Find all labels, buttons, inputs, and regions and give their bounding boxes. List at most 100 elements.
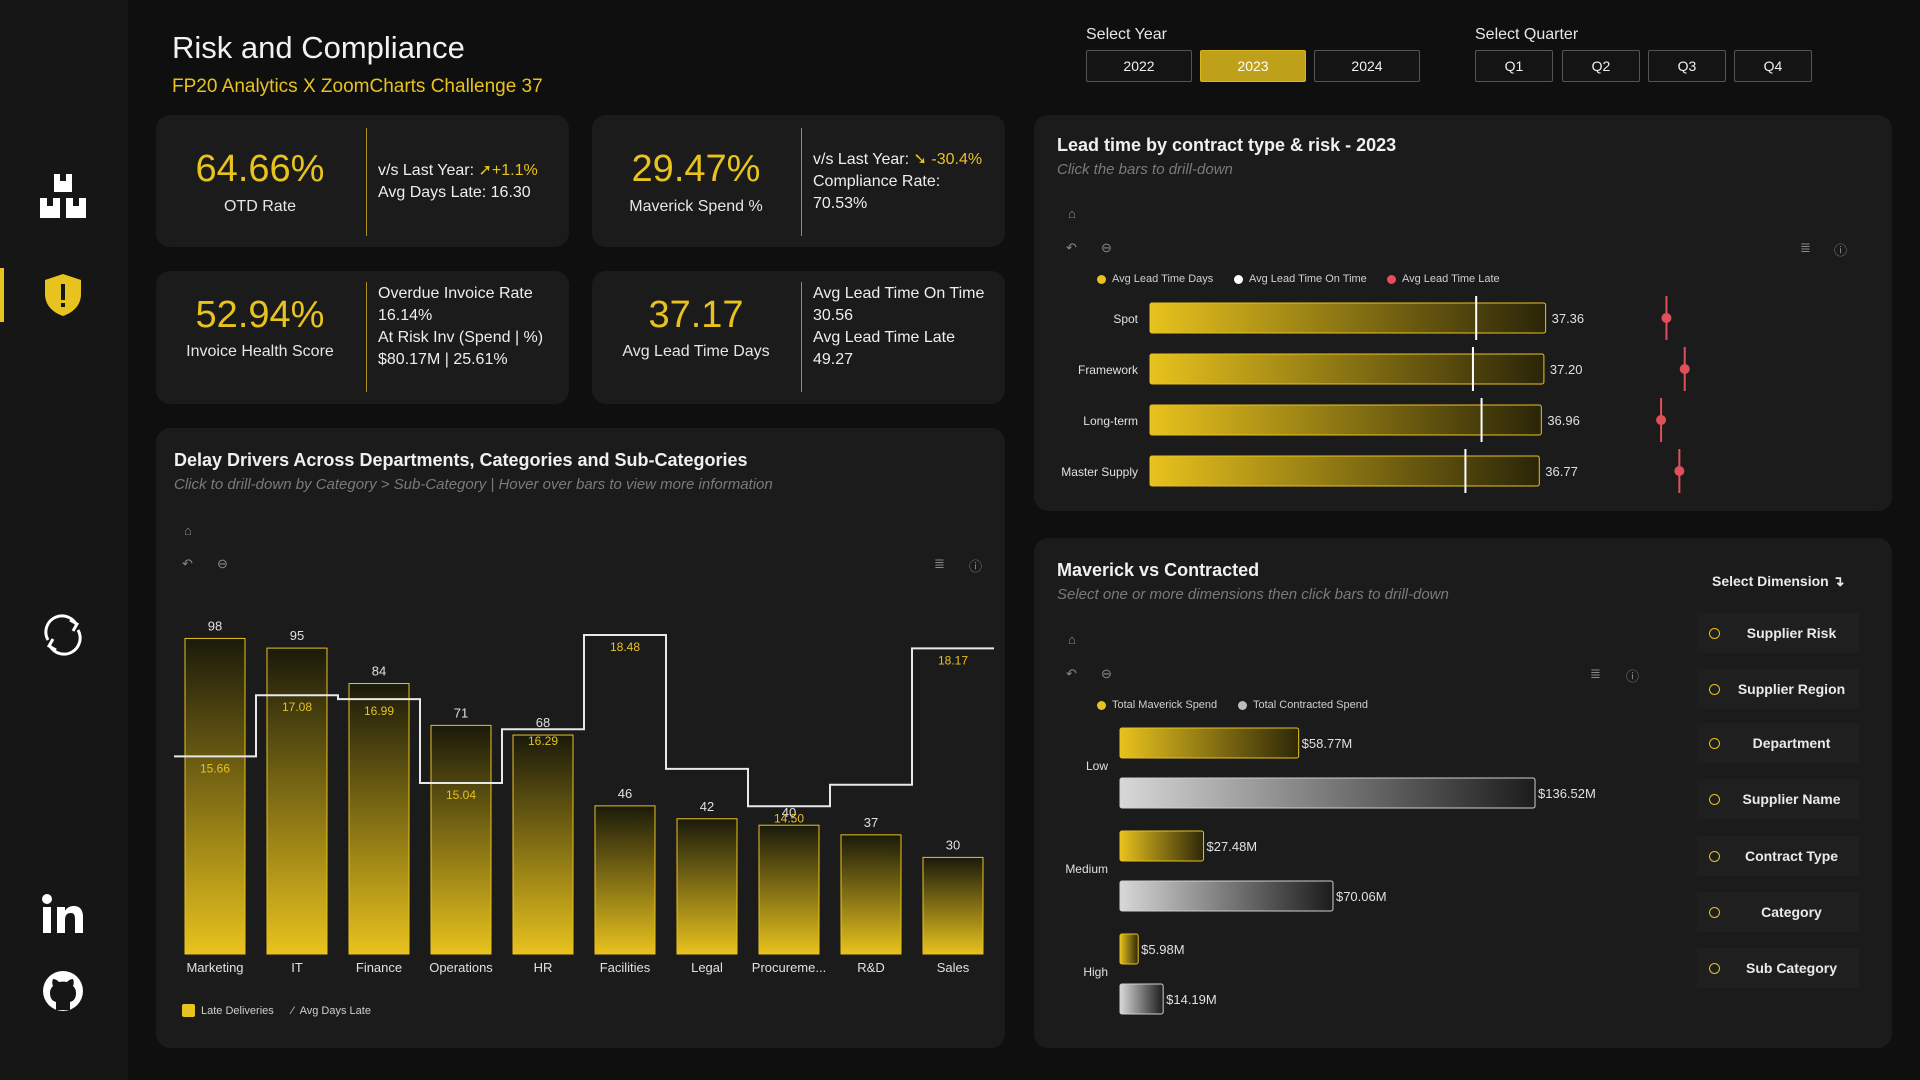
radio-icon bbox=[1709, 906, 1720, 918]
home-icon[interactable]: ⌂ bbox=[1068, 632, 1076, 647]
lead-time-bar[interactable] bbox=[1149, 404, 1542, 436]
dimension-option-label: Supplier Region bbox=[1737, 681, 1846, 697]
delay-bar[interactable] bbox=[348, 683, 410, 955]
delay-bar-value: 46 bbox=[618, 786, 632, 801]
dimension-option-sub-category[interactable]: Sub Category bbox=[1697, 948, 1859, 988]
help-icon[interactable]: ⓘ bbox=[1626, 669, 1640, 684]
late-marker-dot bbox=[1674, 466, 1685, 476]
lead-time-bar[interactable] bbox=[1149, 302, 1547, 334]
year-option-2022[interactable]: 2022 bbox=[1086, 50, 1192, 82]
maverick-spend-value: 29.47% bbox=[631, 148, 761, 190]
dimension-option-supplier-name[interactable]: Supplier Name bbox=[1697, 779, 1859, 819]
year-option-2023[interactable]: 2023 bbox=[1200, 50, 1306, 82]
home-icon[interactable]: ⌂ bbox=[1068, 206, 1076, 221]
dimension-option-department[interactable]: Department bbox=[1697, 723, 1859, 763]
quarter-option-q3[interactable]: Q3 bbox=[1648, 50, 1726, 82]
contracted-spend-bar[interactable] bbox=[1119, 880, 1334, 912]
contracted-spend-value: $70.06M bbox=[1336, 889, 1387, 904]
github-icon[interactable] bbox=[30, 960, 96, 1022]
delay-bar[interactable] bbox=[266, 647, 328, 955]
delay-bar[interactable] bbox=[594, 805, 656, 955]
lead-category-label: Long-term bbox=[1083, 414, 1138, 428]
delay-bar[interactable] bbox=[512, 734, 574, 955]
delay-bar[interactable] bbox=[676, 818, 738, 955]
help-icon[interactable]: ⓘ bbox=[1834, 243, 1848, 258]
dimension-option-category[interactable]: Category bbox=[1697, 892, 1859, 932]
lead-late-value: 49.27 bbox=[813, 351, 854, 368]
legend-avg-lead-time-late: Avg Lead Time Late bbox=[1387, 273, 1500, 285]
kpi-divider bbox=[366, 282, 367, 392]
delay-drivers-chart[interactable]: 98 Marketing 95 IT 84 Finance 71 Operations 68 HR… bbox=[156, 600, 1005, 980]
legend-label: Avg Lead Time Days bbox=[1112, 273, 1214, 285]
shield-alert-icon[interactable] bbox=[30, 264, 96, 326]
maverick-detail: v/s Last Year: ➘ -30.4% Compliance Rate:… bbox=[813, 149, 982, 215]
kpi-divider bbox=[801, 128, 802, 236]
legend-total-contracted-spend: Total Contracted Spend bbox=[1238, 699, 1368, 711]
avg-days-late-label: 15.04 bbox=[446, 788, 476, 802]
lead-late-label: Avg Lead Time Late bbox=[813, 329, 956, 346]
maverick-spend-bar[interactable] bbox=[1119, 933, 1139, 965]
maverick-spend-bar[interactable] bbox=[1119, 727, 1300, 759]
select-dimension-label: Select Dimension bbox=[1712, 573, 1829, 589]
otd-detail: v/s Last Year: ➚+1.1% Avg Days Late: 16.… bbox=[378, 160, 538, 204]
avg-lead-time-value: 37.17 bbox=[648, 294, 744, 336]
delay-bar[interactable] bbox=[922, 856, 984, 955]
avg-days-late-label: 17.08 bbox=[282, 700, 312, 714]
dimension-option-label: Supplier Name bbox=[1742, 791, 1841, 807]
lead-time-chart[interactable]: Spot 37.36 Framework 37.20 Long-term 36.96 Mas… bbox=[1034, 290, 1892, 500]
quarter-selector-label: Select Quarter bbox=[1475, 26, 1579, 43]
refresh-icon[interactable] bbox=[30, 604, 96, 666]
late-marker-dot bbox=[1656, 415, 1667, 425]
late-marker-dot bbox=[1661, 313, 1672, 323]
legend-avg-lead-time-days: Avg Lead Time Days bbox=[1097, 273, 1213, 285]
menu-icon[interactable]: ≣ bbox=[934, 556, 945, 571]
lead-panel-hint: Click the bars to drill-down bbox=[1057, 161, 1233, 178]
compliance-rate-value: 70.53% bbox=[813, 195, 868, 212]
dimension-option-label: Category bbox=[1761, 904, 1822, 920]
delay-bar-value: 30 bbox=[946, 837, 960, 852]
legend-late-deliveries-label: Late Deliveries bbox=[201, 1004, 274, 1017]
zoom-out-icon[interactable]: ⊖ bbox=[217, 556, 228, 571]
dimension-option-contract-type[interactable]: Contract Type bbox=[1697, 836, 1859, 876]
menu-icon[interactable]: ≣ bbox=[1800, 240, 1811, 255]
delay-bar-value: 95 bbox=[290, 628, 304, 643]
radio-icon bbox=[1709, 962, 1720, 974]
quarter-option-q1[interactable]: Q1 bbox=[1475, 50, 1553, 82]
delay-bar-value: 37 bbox=[864, 815, 878, 830]
delay-bar[interactable] bbox=[430, 724, 492, 955]
back-icon[interactable]: ↶ bbox=[1066, 240, 1077, 255]
legend-dot bbox=[1238, 700, 1247, 710]
contracted-spend-bar[interactable] bbox=[1119, 983, 1164, 1015]
delay-bar[interactable] bbox=[758, 824, 820, 955]
quarter-option-q4[interactable]: Q4 bbox=[1734, 50, 1812, 82]
radio-icon bbox=[1709, 683, 1720, 695]
linkedin-icon[interactable] bbox=[30, 884, 96, 946]
kpi-divider bbox=[801, 282, 802, 392]
legend-dot bbox=[1097, 700, 1106, 710]
lead-time-bar[interactable] bbox=[1149, 353, 1545, 385]
delay-bar[interactable] bbox=[184, 637, 246, 955]
delay-category-label: Marketing bbox=[186, 960, 243, 975]
legend-total-maverick-spend: Total Maverick Spend bbox=[1097, 699, 1217, 711]
lead-time-bar[interactable] bbox=[1149, 455, 1540, 487]
home-icon[interactable]: ⌂ bbox=[184, 523, 192, 538]
zoom-out-icon[interactable]: ⊖ bbox=[1101, 240, 1112, 255]
delay-category-label: Operations bbox=[429, 960, 493, 975]
dimension-option-supplier-risk[interactable]: Supplier Risk bbox=[1697, 613, 1859, 653]
menu-icon[interactable]: ≣ bbox=[1590, 666, 1601, 681]
maverick-chart[interactable]: Low $58.77M $136.52M Medium $27.48M $70.06M Hi… bbox=[1034, 715, 1664, 1035]
back-icon[interactable]: ↶ bbox=[182, 556, 193, 571]
lead-time-value: 37.20 bbox=[1550, 362, 1583, 377]
maverick-spend-value: $5.98M bbox=[1141, 942, 1184, 957]
year-option-2024[interactable]: 2024 bbox=[1314, 50, 1420, 82]
lead-on-time-value: 30.56 bbox=[813, 307, 854, 324]
zoom-out-icon[interactable]: ⊖ bbox=[1101, 666, 1112, 681]
delay-bar[interactable] bbox=[840, 834, 902, 955]
boxes-icon[interactable] bbox=[30, 166, 96, 228]
maverick-spend-bar[interactable] bbox=[1119, 830, 1205, 862]
back-icon[interactable]: ↶ bbox=[1066, 666, 1077, 681]
dimension-option-supplier-region[interactable]: Supplier Region bbox=[1697, 669, 1859, 709]
quarter-option-q2[interactable]: Q2 bbox=[1562, 50, 1640, 82]
help-icon[interactable]: ⓘ bbox=[969, 559, 983, 574]
contracted-spend-bar[interactable] bbox=[1119, 777, 1536, 809]
